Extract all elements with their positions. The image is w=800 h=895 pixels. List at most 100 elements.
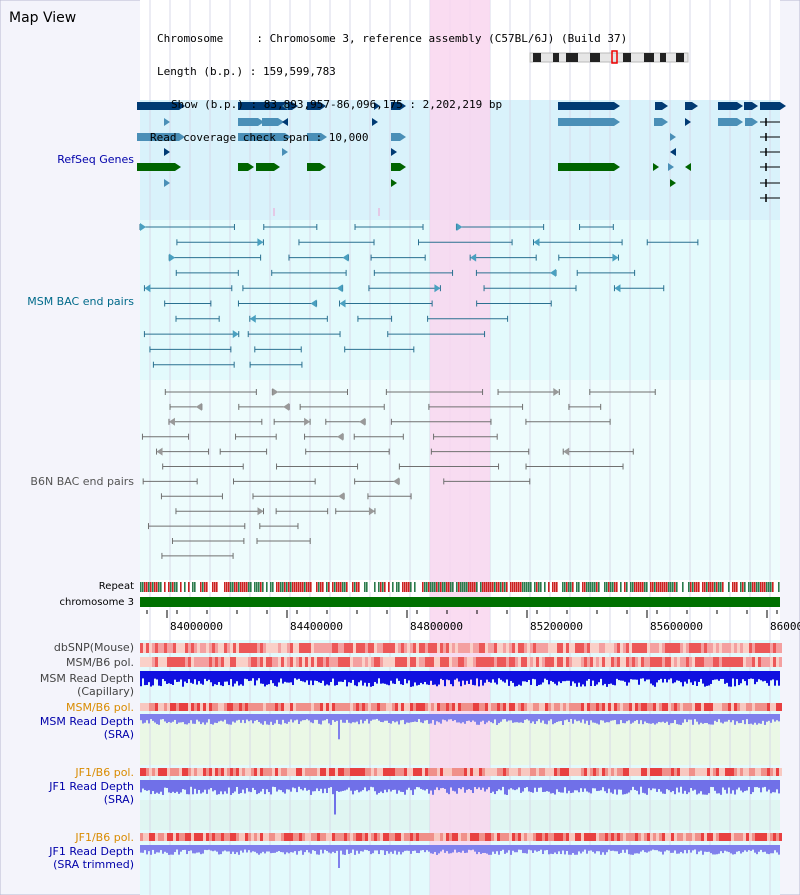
depth-bar xyxy=(158,845,160,853)
polymorphism-cell xyxy=(485,657,488,667)
polymorphism-cell xyxy=(599,768,602,776)
polymorphism-cell xyxy=(659,768,662,776)
depth-bar xyxy=(224,714,226,720)
track-label-dbsnp[interactable]: dbSNP(Mouse) xyxy=(53,641,134,654)
depth-bar xyxy=(290,845,292,853)
polymorphism-cell xyxy=(152,703,155,711)
track-label-jf1-b6-pol-2[interactable]: JF1/B6 pol. xyxy=(75,831,134,844)
polymorphism-cell xyxy=(323,703,326,711)
depth-bar xyxy=(266,671,268,685)
depth-bar xyxy=(414,780,416,790)
depth-bar xyxy=(388,845,390,854)
polymorphism-cell xyxy=(578,643,581,653)
polymorphism-cell xyxy=(725,833,728,841)
polymorphism-cell xyxy=(545,703,548,711)
gene-block xyxy=(391,102,400,110)
depth-bar xyxy=(364,845,366,850)
depth-bar xyxy=(508,671,510,686)
polymorphism-cell xyxy=(293,768,296,776)
gene-marker xyxy=(249,314,256,323)
depth-bar xyxy=(534,671,536,680)
depth-bar xyxy=(156,671,158,680)
polymorphism-cell xyxy=(440,768,443,776)
depth-bar xyxy=(400,780,402,792)
repeat-mark xyxy=(326,582,328,592)
depth-bar xyxy=(372,714,374,720)
polymorphism-cell xyxy=(392,703,395,711)
depth-bar xyxy=(752,780,754,793)
polymorphism-cell xyxy=(143,657,146,667)
depth-bar xyxy=(332,780,334,795)
gene-block xyxy=(760,102,780,110)
track-label-jf1-depth-trimmed-1[interactable]: JF1 Read Depth xyxy=(49,845,134,858)
depth-bar xyxy=(318,780,320,792)
depth-bar xyxy=(468,845,470,850)
depth-bar xyxy=(550,845,552,854)
depth-bar xyxy=(696,671,698,686)
depth-bar xyxy=(386,780,388,793)
depth-bar xyxy=(732,845,734,855)
track-label-msm-depth-sra-1[interactable]: MSM Read Depth xyxy=(39,715,134,728)
polymorphism-cell xyxy=(338,833,341,841)
track-label-msm-depth-capillary-1[interactable]: MSM Read Depth xyxy=(39,672,134,685)
repeat-mark xyxy=(276,582,278,592)
polymorphism-cell xyxy=(179,768,182,776)
polymorphism-cell xyxy=(236,657,239,667)
polymorphism-cell xyxy=(467,643,470,653)
depth-bar xyxy=(434,714,436,725)
polymorphism-cell xyxy=(341,657,344,667)
polymorphism-cell xyxy=(191,703,194,711)
repeat-mark xyxy=(316,582,318,592)
track-label-jf1-b6-pol-1[interactable]: JF1/B6 pol. xyxy=(75,766,134,779)
polymorphism-cell xyxy=(314,703,317,711)
repeat-mark xyxy=(522,582,524,592)
gene-block xyxy=(137,163,175,171)
depth-bar xyxy=(746,845,748,852)
gene-arrow xyxy=(320,102,326,110)
depth-bar xyxy=(256,714,258,721)
track-label-jf1-depth-sra-1[interactable]: JF1 Read Depth xyxy=(49,780,134,793)
polymorphism-cell xyxy=(512,657,515,667)
depth-bar xyxy=(634,845,636,854)
depth-bar xyxy=(222,671,224,687)
track-label-refseq[interactable]: RefSeq Genes xyxy=(57,153,134,166)
repeat-mark xyxy=(428,582,430,592)
depth-bar xyxy=(380,780,382,792)
polymorphism-cell xyxy=(605,768,608,776)
track-label-msm-bac[interactable]: MSM BAC end pairs xyxy=(27,295,134,308)
polymorphism-cell xyxy=(395,768,398,776)
repeat-mark xyxy=(732,582,734,592)
depth-bar xyxy=(434,780,436,790)
depth-bar xyxy=(422,845,424,851)
depth-bar xyxy=(702,845,704,855)
depth-bar xyxy=(456,845,458,853)
depth-bar xyxy=(374,780,376,792)
polymorphism-cell xyxy=(755,768,758,776)
polymorphism-cell xyxy=(494,657,497,667)
repeat-mark xyxy=(626,582,628,592)
polymorphism-cell xyxy=(671,833,674,841)
depth-bar xyxy=(306,780,308,791)
depth-bar xyxy=(170,671,172,684)
polymorphism-cell xyxy=(539,833,542,841)
repeat-mark xyxy=(250,582,252,592)
depth-bar xyxy=(180,671,182,680)
track-label-b6n-bac[interactable]: B6N BAC end pairs xyxy=(30,475,134,488)
polymorphism-cell xyxy=(149,768,152,776)
depth-bar xyxy=(342,714,344,723)
depth-bar xyxy=(418,714,420,720)
depth-bar xyxy=(348,845,350,854)
depth-bar xyxy=(692,845,694,851)
polymorphism-cell xyxy=(773,657,776,667)
polymorphism-cell xyxy=(203,657,206,667)
track-label-msm-b6-pol-1[interactable]: MSM/B6 pol. xyxy=(66,656,134,669)
track-label-msm-b6-pol-2[interactable]: MSM/B6 pol. xyxy=(66,701,134,714)
depth-bar xyxy=(180,714,182,723)
depth-bar xyxy=(428,671,430,685)
depth-bar xyxy=(456,780,458,794)
depth-bar xyxy=(518,671,520,685)
depth-bar xyxy=(240,671,242,685)
repeat-mark xyxy=(616,582,618,592)
polymorphism-cell xyxy=(458,703,461,711)
depth-bar xyxy=(668,845,670,851)
